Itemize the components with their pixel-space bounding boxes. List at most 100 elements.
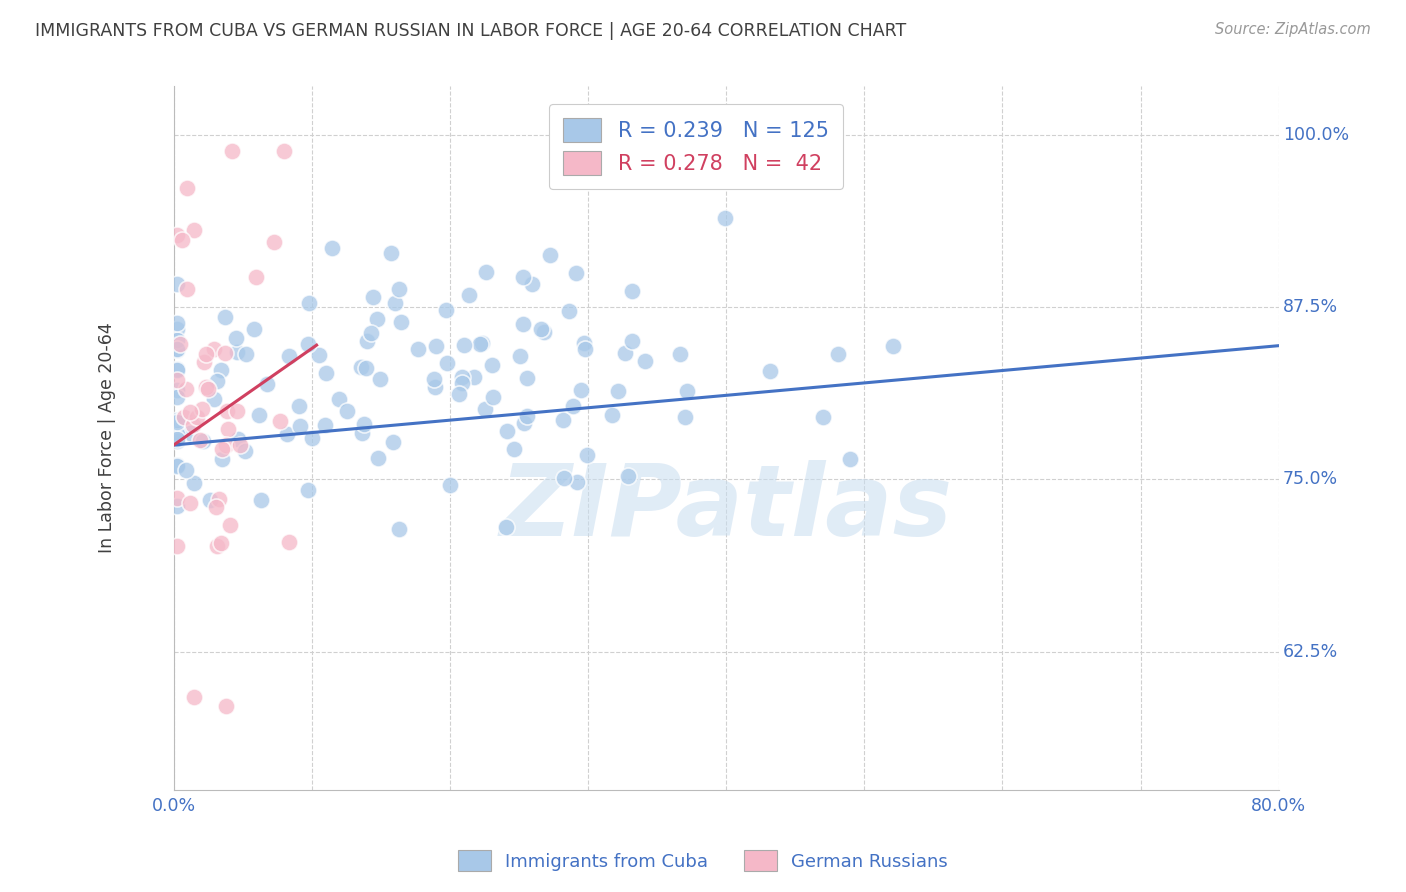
Point <box>495 424 517 438</box>
Text: 0.0%: 0.0% <box>152 797 195 814</box>
Point <box>449 387 471 401</box>
Point <box>211 442 233 456</box>
Point <box>474 402 496 417</box>
Point <box>361 290 384 304</box>
Text: 80.0%: 80.0% <box>1251 797 1306 814</box>
Point <box>470 337 492 351</box>
Point <box>422 372 444 386</box>
Point <box>553 471 575 485</box>
Point <box>481 358 503 372</box>
Point <box>166 491 188 505</box>
Legend: Immigrants from Cuba, German Russians: Immigrants from Cuba, German Russians <box>451 843 955 879</box>
Point <box>321 241 343 255</box>
Point <box>600 408 623 422</box>
Point <box>436 356 458 370</box>
Point <box>256 376 278 391</box>
Point <box>186 410 208 425</box>
Point <box>370 372 392 386</box>
Point <box>166 390 188 404</box>
Point <box>882 339 904 353</box>
Point <box>245 269 267 284</box>
Point <box>561 399 583 413</box>
Point <box>209 363 232 377</box>
Point <box>209 535 232 549</box>
Point <box>179 425 201 440</box>
Point <box>503 442 526 456</box>
Point <box>458 288 481 302</box>
Point <box>669 347 692 361</box>
Point <box>451 376 474 390</box>
Point <box>214 345 236 359</box>
Point <box>288 419 311 434</box>
Point <box>380 246 402 260</box>
Point <box>166 427 188 442</box>
Point <box>675 384 697 398</box>
Point <box>173 409 195 424</box>
Point <box>516 371 538 385</box>
Point <box>202 392 225 406</box>
Point <box>350 359 373 374</box>
Point <box>278 535 301 549</box>
Text: Source: ZipAtlas.com: Source: ZipAtlas.com <box>1215 22 1371 37</box>
Point <box>512 270 534 285</box>
Point <box>219 517 242 532</box>
Point <box>211 452 233 467</box>
Point <box>217 422 239 436</box>
Point <box>207 539 229 553</box>
Point <box>179 404 201 418</box>
Point <box>439 477 461 491</box>
Point <box>353 417 375 431</box>
Point <box>183 418 205 433</box>
Point <box>512 416 534 430</box>
Point <box>226 344 249 359</box>
Point <box>250 493 273 508</box>
Point <box>328 392 350 407</box>
Point <box>166 342 188 356</box>
Point <box>509 349 531 363</box>
Point <box>388 282 411 296</box>
Point <box>384 295 406 310</box>
Point <box>533 325 555 339</box>
Point <box>166 363 188 377</box>
Point <box>388 523 411 537</box>
Point <box>278 349 301 363</box>
Text: 100.0%: 100.0% <box>1282 126 1348 144</box>
Point <box>215 438 238 452</box>
Point <box>522 277 544 291</box>
Point <box>176 181 198 195</box>
Point <box>530 322 553 336</box>
Point <box>613 345 636 359</box>
Point <box>214 310 236 324</box>
Text: In Labor Force | Age 20-64: In Labor Force | Age 20-64 <box>98 323 117 553</box>
Point <box>425 339 447 353</box>
Point <box>208 492 231 507</box>
Point <box>202 343 225 357</box>
Point <box>188 433 211 447</box>
Point <box>197 382 219 396</box>
Point <box>183 476 205 491</box>
Point <box>336 404 359 418</box>
Point <box>838 452 860 467</box>
Point <box>166 499 188 513</box>
Point <box>166 413 188 427</box>
Point <box>276 426 298 441</box>
Point <box>217 404 239 418</box>
Point <box>166 227 188 242</box>
Point <box>308 348 330 362</box>
Point <box>166 277 188 292</box>
Point <box>166 458 188 473</box>
Point <box>621 284 644 298</box>
Point <box>166 383 188 397</box>
Text: IMMIGRANTS FROM CUBA VS GERMAN RUSSIAN IN LABOR FORCE | AGE 20-64 CORRELATION CH: IMMIGRANTS FROM CUBA VS GERMAN RUSSIAN I… <box>35 22 907 40</box>
Point <box>191 402 214 417</box>
Point <box>298 295 321 310</box>
Point <box>474 264 496 278</box>
Point <box>714 211 737 226</box>
Point <box>166 322 188 336</box>
Point <box>557 304 579 318</box>
Point <box>226 432 249 446</box>
Point <box>247 409 270 423</box>
Point <box>207 374 229 388</box>
Point <box>169 336 191 351</box>
Point <box>166 362 188 376</box>
